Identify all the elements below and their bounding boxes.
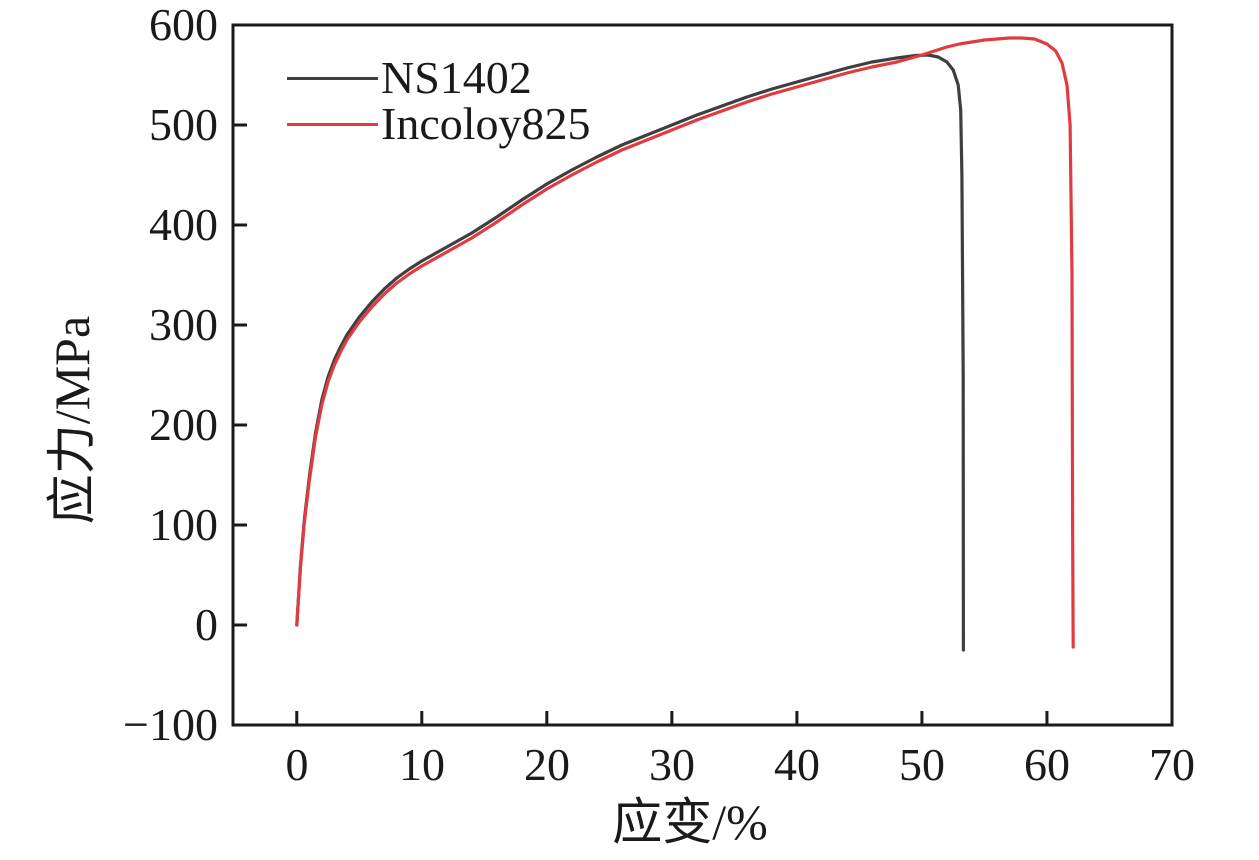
y-tick-label-600: 600 xyxy=(149,0,218,50)
y-tick-label-100: 100 xyxy=(149,499,218,550)
legend-item-incoloy825: Incoloy825 xyxy=(287,98,591,149)
x-tick-label-30: 30 xyxy=(649,739,695,790)
plot-frame xyxy=(231,23,1174,727)
series-line-ns1402 xyxy=(295,53,966,652)
x-tick-label-10: 10 xyxy=(399,739,445,790)
ns1402-line-swatch xyxy=(287,76,378,80)
y-axis-label: 应力/MPa xyxy=(44,315,100,525)
y-tick-label-400: 400 xyxy=(149,199,218,250)
incoloy825-line-swatch xyxy=(287,122,378,126)
x-tick-label-20: 20 xyxy=(524,739,570,790)
x-axis-label: 应变/% xyxy=(612,794,768,850)
legend-item-ns1402: NS1402 xyxy=(287,52,591,103)
y-tick-label-0: 0 xyxy=(195,599,218,650)
x-tick-label-40: 40 xyxy=(774,739,820,790)
x-tick-label-70: 70 xyxy=(1149,739,1195,790)
x-tick-label-0: 0 xyxy=(285,739,309,790)
legend-label-incoloy825: Incoloy825 xyxy=(381,98,591,149)
legend: NS1402 Incoloy825 xyxy=(287,52,591,149)
y-tick-label-300: 300 xyxy=(149,299,218,350)
x-tick-label-60: 60 xyxy=(1024,739,1070,790)
legend-label-ns1402: NS1402 xyxy=(381,52,532,103)
x-tick-label-50: 50 xyxy=(899,739,945,790)
y-tick-label-500: 500 xyxy=(149,99,218,150)
y-tick-label-neg100: −100 xyxy=(123,699,218,750)
y-tick-label-200: 200 xyxy=(149,399,218,450)
series-line-incoloy825 xyxy=(295,36,1075,649)
